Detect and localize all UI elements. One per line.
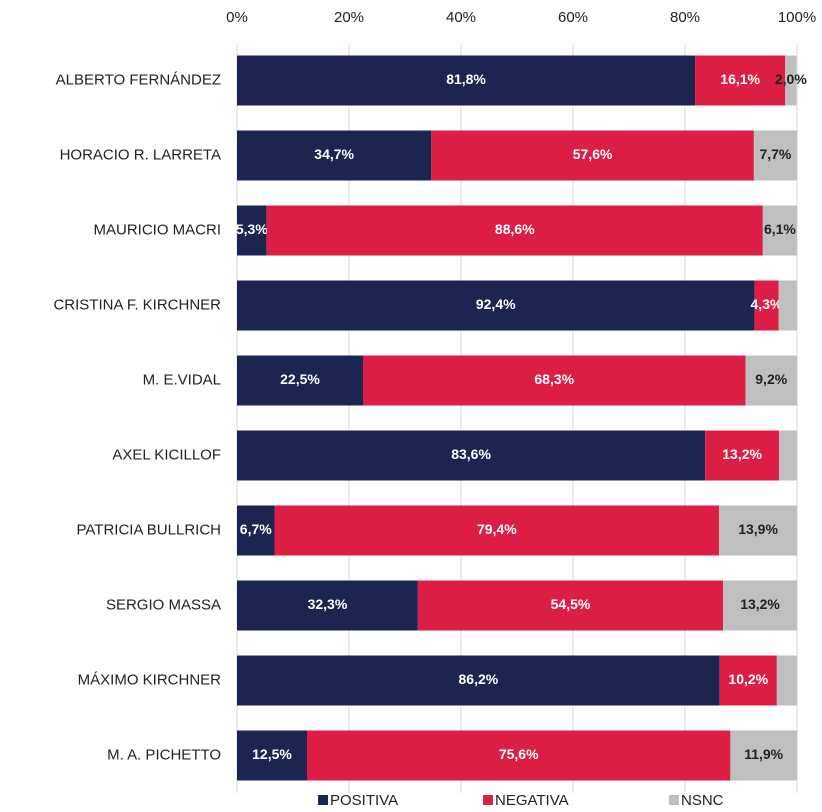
- x-tick-label: 40%: [446, 9, 476, 26]
- y-tick-label: M. A. PICHETTO: [107, 746, 221, 763]
- x-tick-label: 100%: [778, 9, 816, 26]
- value-label: 86,2%: [459, 671, 499, 687]
- value-label: 16,1%: [720, 71, 760, 87]
- y-tick-label: SERGIO MASSA: [106, 596, 221, 613]
- bar-segment: [237, 205, 267, 256]
- value-label: 6,1%: [764, 221, 796, 237]
- bar-segment: [776, 655, 797, 706]
- bar-segment: [237, 730, 307, 781]
- y-tick-label: M. E.VIDAL: [143, 371, 221, 388]
- legend-swatch: [318, 795, 328, 805]
- bar-segment: [266, 205, 763, 256]
- value-label: 7,7%: [759, 146, 791, 162]
- legend-label: NSNC: [681, 792, 724, 809]
- value-label: 10,2%: [728, 671, 768, 687]
- value-label: 13,2%: [740, 596, 780, 612]
- y-tick-label: HORACIO R. LARRETA: [60, 146, 221, 163]
- bar-segment: [274, 505, 720, 556]
- legend-label: NEGATIVA: [495, 792, 569, 809]
- value-label: 9,2%: [755, 371, 787, 387]
- value-label: 4,3%: [751, 296, 783, 312]
- bar-segment: [237, 130, 432, 181]
- bar-segment: [719, 655, 777, 706]
- value-label: 13,9%: [738, 521, 778, 537]
- x-tick-label: 80%: [670, 9, 700, 26]
- bar-segment: [417, 580, 724, 631]
- bar-segment: [719, 505, 797, 556]
- y-tick-label: PATRICIA BULLRICH: [77, 521, 221, 538]
- y-tick-label: CRISTINA F. KIRCHNER: [53, 296, 221, 313]
- value-label: 5,3%: [236, 221, 268, 237]
- bar-segment: [237, 505, 275, 556]
- bar-segment: [237, 355, 363, 406]
- bar-segment: [431, 130, 754, 181]
- bar-segment: [730, 730, 797, 781]
- value-label: 13,2%: [722, 446, 762, 462]
- value-label: 11,9%: [744, 746, 783, 762]
- y-tick-label: AXEL KICILLOF: [112, 446, 221, 463]
- legend-label: POSITIVA: [330, 792, 398, 809]
- value-label: 6,7%: [240, 521, 272, 537]
- value-label: 68,3%: [534, 371, 574, 387]
- value-label: 92,4%: [476, 296, 516, 312]
- bar-segment: [754, 280, 779, 331]
- bar-segment: [762, 205, 797, 256]
- y-tick-label: MAURICIO MACRI: [94, 221, 222, 238]
- legend-swatch: [483, 795, 493, 805]
- value-label: 79,4%: [477, 521, 517, 537]
- bar-segment: [307, 730, 731, 781]
- bar-segment: [723, 580, 797, 631]
- value-label: 54,5%: [551, 596, 591, 612]
- bar-segment: [745, 355, 797, 406]
- value-label: 12,5%: [252, 746, 292, 762]
- bar-segment: [705, 430, 780, 481]
- bar-segment: [785, 55, 797, 106]
- value-label: 57,6%: [573, 146, 613, 162]
- y-tick-label: ALBERTO FERNÁNDEZ: [56, 71, 221, 88]
- bar-segment: [237, 655, 720, 706]
- value-label: 2,0%: [775, 71, 807, 87]
- bar-segment: [237, 280, 755, 331]
- bar-segment: [695, 55, 786, 106]
- value-label: 83,6%: [451, 446, 491, 462]
- bar-segment: [237, 430, 706, 481]
- bar-segment: [363, 355, 746, 406]
- bar-segment: [753, 130, 797, 181]
- value-label: 75,6%: [499, 746, 539, 762]
- bar-segment: [779, 430, 797, 481]
- value-label: 88,6%: [495, 221, 535, 237]
- bar-segment: [237, 580, 418, 631]
- bar-segment: [778, 280, 797, 331]
- value-label: 34,7%: [314, 146, 354, 162]
- value-label: 22,5%: [280, 371, 320, 387]
- x-tick-label: 0%: [226, 9, 248, 26]
- value-label: 81,8%: [446, 71, 486, 87]
- value-label: 32,3%: [308, 596, 348, 612]
- x-tick-label: 20%: [334, 9, 364, 26]
- bar-segment: [237, 55, 696, 106]
- y-tick-label: MÁXIMO KIRCHNER: [78, 671, 222, 688]
- x-tick-label: 60%: [558, 9, 588, 26]
- legend-swatch: [669, 795, 679, 805]
